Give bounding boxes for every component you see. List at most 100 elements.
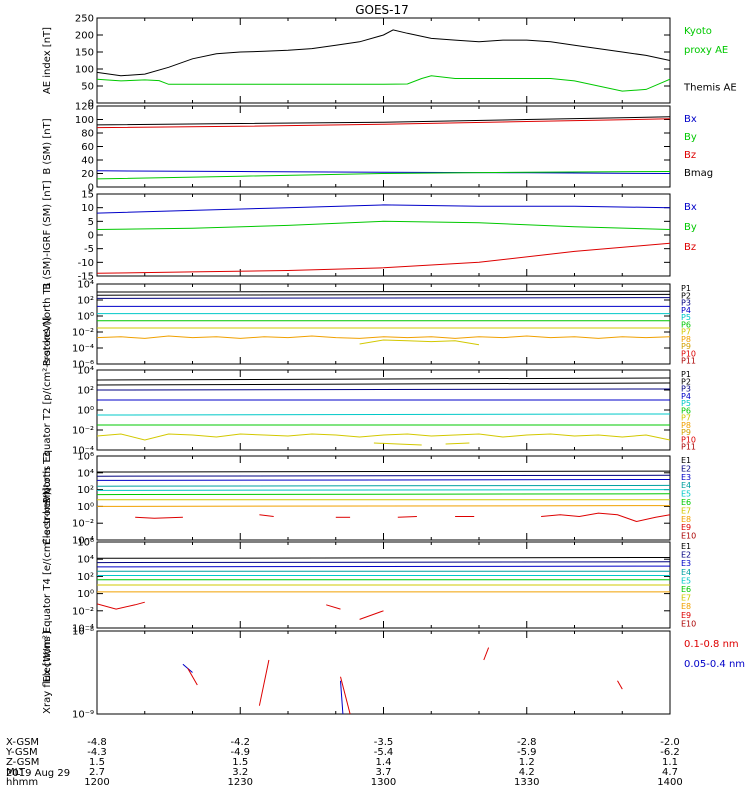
- channel-p9: P9: [681, 428, 691, 437]
- orbit-value: -3.5: [374, 737, 394, 748]
- y-tick-label: 10⁰: [77, 312, 94, 323]
- channel-p1: P1: [681, 370, 691, 379]
- series-by: [97, 171, 670, 180]
- series-p5: [97, 413, 670, 416]
- y-tick-label: 10: [81, 203, 94, 214]
- orbit-table: X-GSM -4.8 -4.2 -3.5 -2.8 -2.0 Y-GSM -4.3 -4.9 -5…: [5, 737, 683, 788]
- y-axis-label: Electrons Equator T4 [e/(cm²-s-sr-keV)]: [42, 487, 53, 682]
- y-tick-label: -10: [78, 258, 94, 269]
- plot-title: GOES-17: [355, 3, 409, 17]
- channel-e2: E2: [681, 551, 691, 560]
- y-tick-label: 0: [88, 231, 94, 242]
- y-tick-label: 10²: [77, 386, 94, 397]
- orbit-value: 1400: [657, 777, 682, 788]
- orbit-value: 1.1: [662, 757, 678, 768]
- series-by: [97, 220, 670, 230]
- y-tick-label: 10⁰: [77, 589, 94, 600]
- series-segment: [97, 601, 145, 610]
- legend-bmag: Bmag: [684, 168, 713, 179]
- y-tick-label: 150: [75, 48, 94, 59]
- y-tick-label: 10⁴: [77, 366, 94, 377]
- y-tick-label: 10⁴: [77, 280, 94, 291]
- y-tick-label: 10⁻²: [72, 426, 94, 437]
- orbit-row-label-z-gsm: Z-GSM: [6, 757, 39, 768]
- channel-e1: E1: [681, 542, 691, 551]
- channel-e7: E7: [681, 594, 691, 603]
- channel-p11: P11: [681, 443, 696, 452]
- y-tick-label: 100: [75, 65, 94, 76]
- series-p2: [97, 382, 670, 386]
- orbit-value: 1300: [371, 777, 396, 788]
- legend-kyoto: Kyoto: [684, 26, 712, 37]
- y-tick-label: 10⁻⁴: [72, 624, 94, 635]
- y-tick-label: -15: [78, 272, 94, 283]
- channel-p10: P10: [681, 435, 696, 444]
- legend-bx: Bx: [684, 114, 697, 125]
- series-e1: [97, 470, 670, 473]
- legend-bx: Bx: [684, 202, 697, 213]
- series-kyoto-proxy-ae: [97, 75, 670, 92]
- orbit-value: 1330: [514, 777, 539, 788]
- channel-p4: P4: [681, 306, 691, 315]
- series-segment: [258, 659, 270, 706]
- y-tick-label: 0: [88, 99, 94, 110]
- series-bz: [97, 242, 670, 274]
- orbit-value: 3.2: [232, 767, 248, 778]
- series-segment: [359, 610, 384, 620]
- channel-e1: E1: [681, 456, 691, 465]
- panel-bsm: 0 20 40 60 80 100 120 B (SM) [nT] Bx By Bz Bmag: [42, 102, 713, 194]
- orbit-value: 4.2: [519, 767, 535, 778]
- series-segment: [445, 442, 470, 445]
- series-segment: [483, 647, 490, 661]
- series-group: [182, 647, 623, 714]
- orbit-value: 1.4: [376, 757, 392, 768]
- orbit-value: -4.3: [87, 747, 107, 758]
- y-tick-label: 10⁻⁴: [72, 536, 94, 547]
- series-segment: [326, 604, 341, 610]
- channel-p4: P4: [681, 392, 691, 401]
- series-group: [97, 204, 670, 274]
- y-tick-label: 10⁰: [77, 502, 94, 513]
- channel-e5: E5: [681, 576, 691, 585]
- channel-p9: P9: [681, 342, 691, 351]
- series-segment: [340, 680, 344, 714]
- y-axis-label: Electrons North T3: [42, 451, 53, 544]
- channel-e10: E10: [681, 619, 696, 628]
- legend-themis-ae: Themis AE: [683, 83, 737, 94]
- series-e3: [97, 479, 670, 481]
- series-segment: [345, 713, 346, 714]
- y-tick-label: 10⁴: [77, 468, 94, 479]
- series-segment: [259, 514, 274, 517]
- channel-p1: P1: [681, 284, 691, 293]
- series-segment: [397, 516, 417, 518]
- orbit-value: 1.5: [89, 757, 105, 768]
- channel-p3: P3: [681, 299, 691, 308]
- series-p2: [97, 293, 670, 296]
- orbit-value: 1230: [228, 777, 253, 788]
- panel-xray: 10⁻⁹ 10⁻⁸ Xray flux [W/m²] 0.1-0.8 nm 0.05-0…: [42, 627, 745, 721]
- channel-p3: P3: [681, 385, 691, 394]
- orbit-value: 2.7: [89, 767, 105, 778]
- orbit-value: 1.5: [232, 757, 248, 768]
- y-tick-label: 10⁻⁹: [72, 710, 94, 721]
- orbit-value: -2.8: [517, 737, 537, 748]
- panel-frame: [96, 369, 671, 451]
- y-tick-label: 10⁻²: [72, 328, 94, 339]
- channel-e5: E5: [681, 490, 691, 499]
- y-tick-label: 10⁰: [77, 406, 94, 417]
- orbit-row-label-hhmm: hhmm: [6, 777, 38, 788]
- panel-bigrf: -15 -10 -5 0 5 10 15 B (SM)-IGRF (SM) [nT] Bx By B…: [42, 180, 697, 289]
- channel-p7: P7: [681, 414, 691, 423]
- channel-e9: E9: [681, 611, 691, 620]
- y-tick-label: 200: [75, 31, 94, 42]
- series-bx: [97, 204, 670, 214]
- series-e5: [97, 489, 670, 491]
- series-bx: [97, 170, 670, 174]
- legend-bz: Bz: [684, 242, 696, 253]
- series-e3: [97, 565, 670, 568]
- channel-e8: E8: [681, 602, 691, 611]
- channel-e3: E3: [681, 473, 691, 482]
- y-tick-label: 5: [88, 217, 94, 228]
- y-axis-label: Xray flux [W/m²]: [42, 631, 53, 714]
